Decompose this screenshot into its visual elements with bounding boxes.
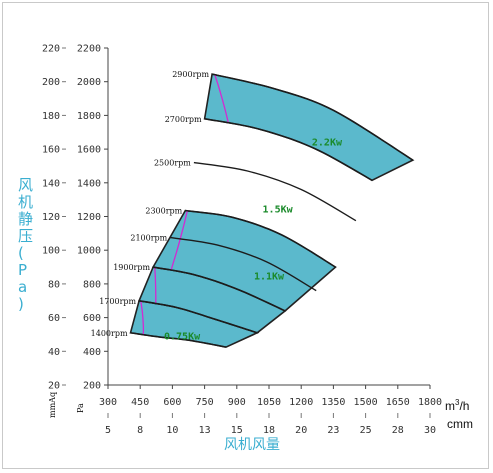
x-tick-label-m3h-7: 1350 (321, 397, 345, 408)
y-tick-label-mmaq-1: 40 (48, 347, 60, 358)
rpm-label-4: 2300rpm (145, 207, 182, 216)
rpm-label-0: 1400rpm (91, 329, 128, 338)
limit-line-2 (170, 210, 188, 271)
y-tick-label-mmaq-3: 80 (48, 279, 60, 290)
rpm-curve-7 (211, 73, 414, 161)
rpm-curve-5 (193, 161, 357, 222)
rpm-label-1: 1700rpm (99, 297, 136, 306)
y-tick-label-pa-0: 200 (83, 381, 101, 392)
rpm-curve-1 (138, 300, 258, 334)
y-tick-label-mmaq-0: 20 (48, 381, 60, 392)
y-tick-label-pa-6: 1400 (77, 178, 101, 189)
rpm-curve-3 (170, 236, 317, 292)
y-tick-label-pa-3: 800 (83, 279, 101, 290)
y-tick-label-pa-7: 1600 (77, 145, 101, 156)
rpm-label-7: 2900rpm (172, 70, 209, 79)
limit-line-1 (154, 267, 157, 304)
limit-line-3 (214, 74, 229, 124)
y-tick-label-pa-2: 600 (83, 313, 101, 324)
x-tick-label-cmm-9: 28 (392, 425, 404, 436)
y-tick-label-mmaq-7: 160 (42, 145, 60, 156)
x-tick-label-cmm-10: 30 (424, 425, 436, 436)
rpm-curves: 1400rpm 1700rpm 1900rpm 2100rpm 2300rpm 2500r… (91, 70, 414, 348)
zone-label-2: 1.5Kw (263, 204, 294, 215)
y-unit-pa: Pa (76, 403, 85, 413)
x-tick-label-cmm-6: 20 (295, 425, 307, 436)
x-tick-label-m3h-0: 300 (99, 397, 117, 408)
zone-label-3: 2.2Kw (312, 138, 343, 149)
rpm-curve-0 (130, 332, 227, 348)
x-tick-label-m3h-9: 1650 (386, 397, 410, 408)
x-unit-top: m3/h (445, 398, 469, 413)
rpm-label-5: 2500rpm (154, 159, 191, 168)
x-tick-label-cmm-3: 13 (199, 425, 211, 436)
axes: 2002040040600608008010001001200120140014… (42, 44, 473, 437)
x-tick-label-cmm-4: 15 (231, 425, 243, 436)
y-tick-label-mmaq-6: 140 (42, 178, 60, 189)
x-tick-label-cmm-8: 25 (360, 425, 372, 436)
y-tick-label-mmaq-8: 180 (42, 111, 60, 122)
x-tick-label-cmm-7: 23 (327, 425, 339, 436)
x-unit-bottom: cmm (447, 417, 473, 431)
y-tick-label-mmaq-4: 100 (42, 246, 60, 257)
limit-line-0 (140, 300, 145, 335)
x-tick-label-m3h-4: 900 (228, 397, 246, 408)
zone-area-3 (203, 73, 415, 182)
x-tick-label-cmm-1: 8 (137, 425, 143, 436)
y-tick-label-mmaq-10: 220 (42, 44, 60, 55)
rpm-curve-4 (185, 209, 336, 268)
y-tick-label-pa-8: 1800 (77, 111, 101, 122)
zone-label-1: 1.1Kw (254, 272, 285, 283)
x-tick-label-cmm-2: 10 (166, 425, 178, 436)
x-tick-label-m3h-5: 1050 (257, 397, 281, 408)
rpm-label-2: 1900rpm (113, 263, 150, 272)
x-tick-label-m3h-2: 600 (163, 397, 181, 408)
y-tick-label-pa-10: 2200 (77, 44, 101, 55)
y-tick-label-mmaq-9: 200 (42, 77, 60, 88)
x-tick-label-m3h-8: 1500 (354, 397, 378, 408)
x-tick-label-cmm-0: 5 (105, 425, 111, 436)
x-tick-label-m3h-10: 1800 (418, 397, 442, 408)
x-tick-label-m3h-6: 1200 (289, 397, 313, 408)
y-tick-label-pa-5: 1200 (77, 212, 101, 223)
y-tick-label-mmaq-5: 120 (42, 212, 60, 223)
rpm-curve-6 (204, 118, 373, 181)
y-tick-label-mmaq-2: 60 (48, 313, 60, 324)
x-axis-title: 风机风量 (224, 437, 280, 453)
y-tick-label-pa-1: 400 (83, 347, 101, 358)
y-unit-mmaq: mmAq (48, 392, 57, 418)
x-tick-label-m3h-1: 450 (131, 397, 149, 408)
rpm-label-6: 2700rpm (165, 115, 202, 124)
x-tick-label-cmm-5: 18 (263, 425, 275, 436)
y-tick-label-pa-4: 1000 (77, 246, 101, 257)
zone-label-0: 0.75Kw (164, 332, 201, 343)
y-tick-label-pa-9: 2000 (77, 77, 101, 88)
x-tick-label-m3h-3: 750 (196, 397, 214, 408)
rpm-label-3: 2100rpm (130, 234, 167, 243)
rpm-curve-2 (152, 266, 286, 312)
